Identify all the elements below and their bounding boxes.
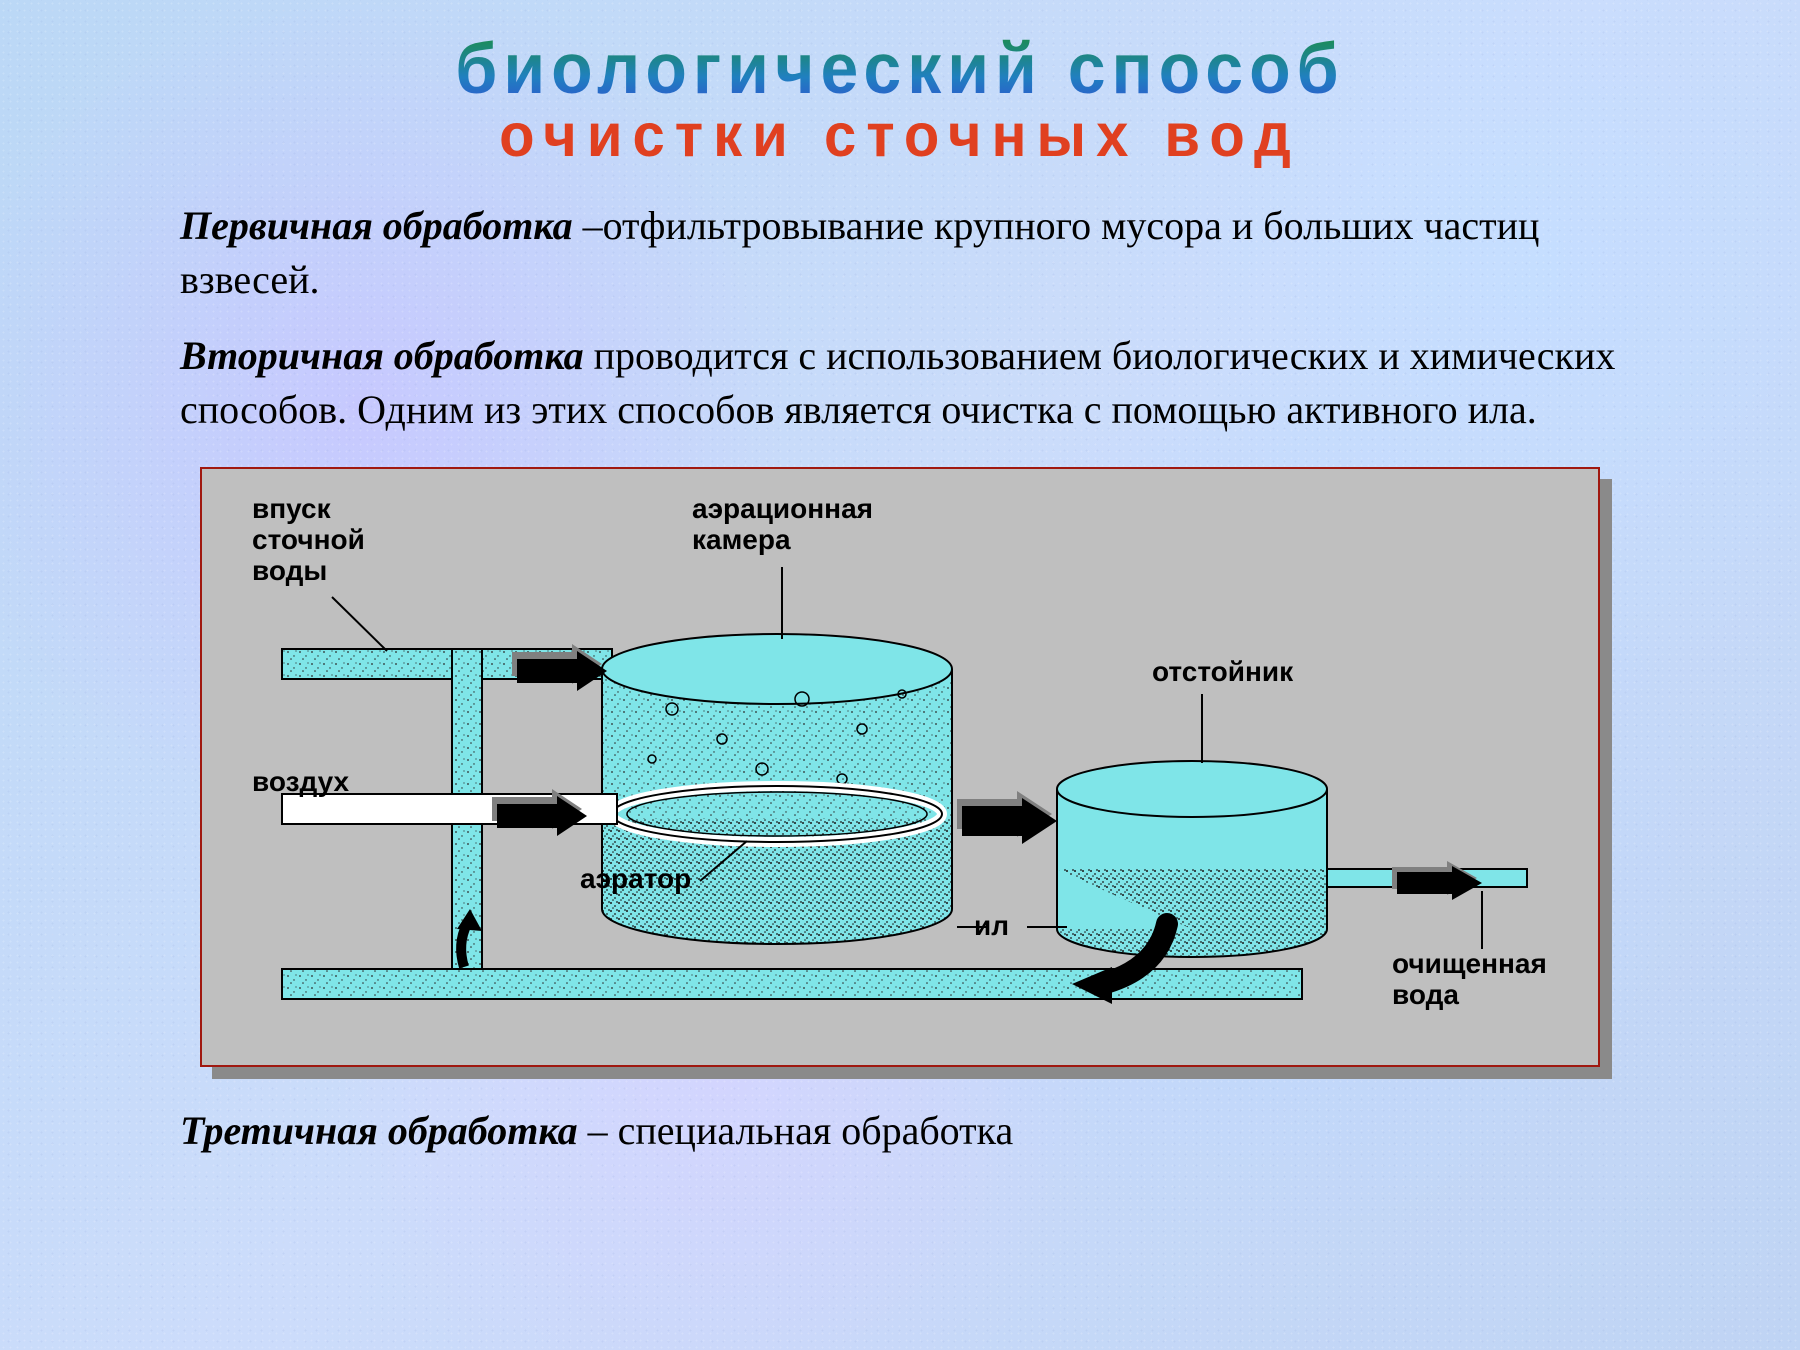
- flow-arrow-mid: [957, 791, 1057, 844]
- label-air: воздух: [252, 767, 349, 798]
- paragraph-secondary: Вторичная обработка проводится с использ…: [180, 329, 1620, 437]
- paragraph-tertiary: Третичная обработка – специальная обрабо…: [180, 1107, 1620, 1154]
- settling-tank-shape: [1057, 761, 1327, 957]
- label-inlet: впуск сточной воды: [252, 494, 365, 586]
- p3-bold: Третичная обработка: [180, 1108, 578, 1153]
- title-line-2: очистки сточных вод: [60, 100, 1740, 170]
- diagram-container: впуск сточной воды аэрационная камера от…: [200, 467, 1600, 1067]
- label-clean-water: очищенная вода: [1392, 949, 1547, 1011]
- paragraph-primary: Первичная обработка –отфильтровывание кр…: [180, 199, 1620, 307]
- flow-arrow-outlet: [1392, 861, 1482, 900]
- label-aerator: аэратор: [580, 864, 691, 895]
- slide-title: биологический способ очистки сточных вод: [60, 30, 1740, 169]
- label-aeration-chamber: аэрационная камера: [692, 494, 873, 556]
- p1-bold: Первичная обработка: [180, 203, 573, 248]
- water-treatment-diagram: впуск сточной воды аэрационная камера от…: [200, 467, 1600, 1067]
- p2-bold: Вторичная обработка: [180, 333, 584, 378]
- title-line-1: биологический способ: [60, 28, 1740, 110]
- label-sludge: ил: [974, 911, 1009, 942]
- p3-rest: – специальная обработка: [578, 1108, 1014, 1153]
- label-settler: отстойник: [1152, 657, 1293, 688]
